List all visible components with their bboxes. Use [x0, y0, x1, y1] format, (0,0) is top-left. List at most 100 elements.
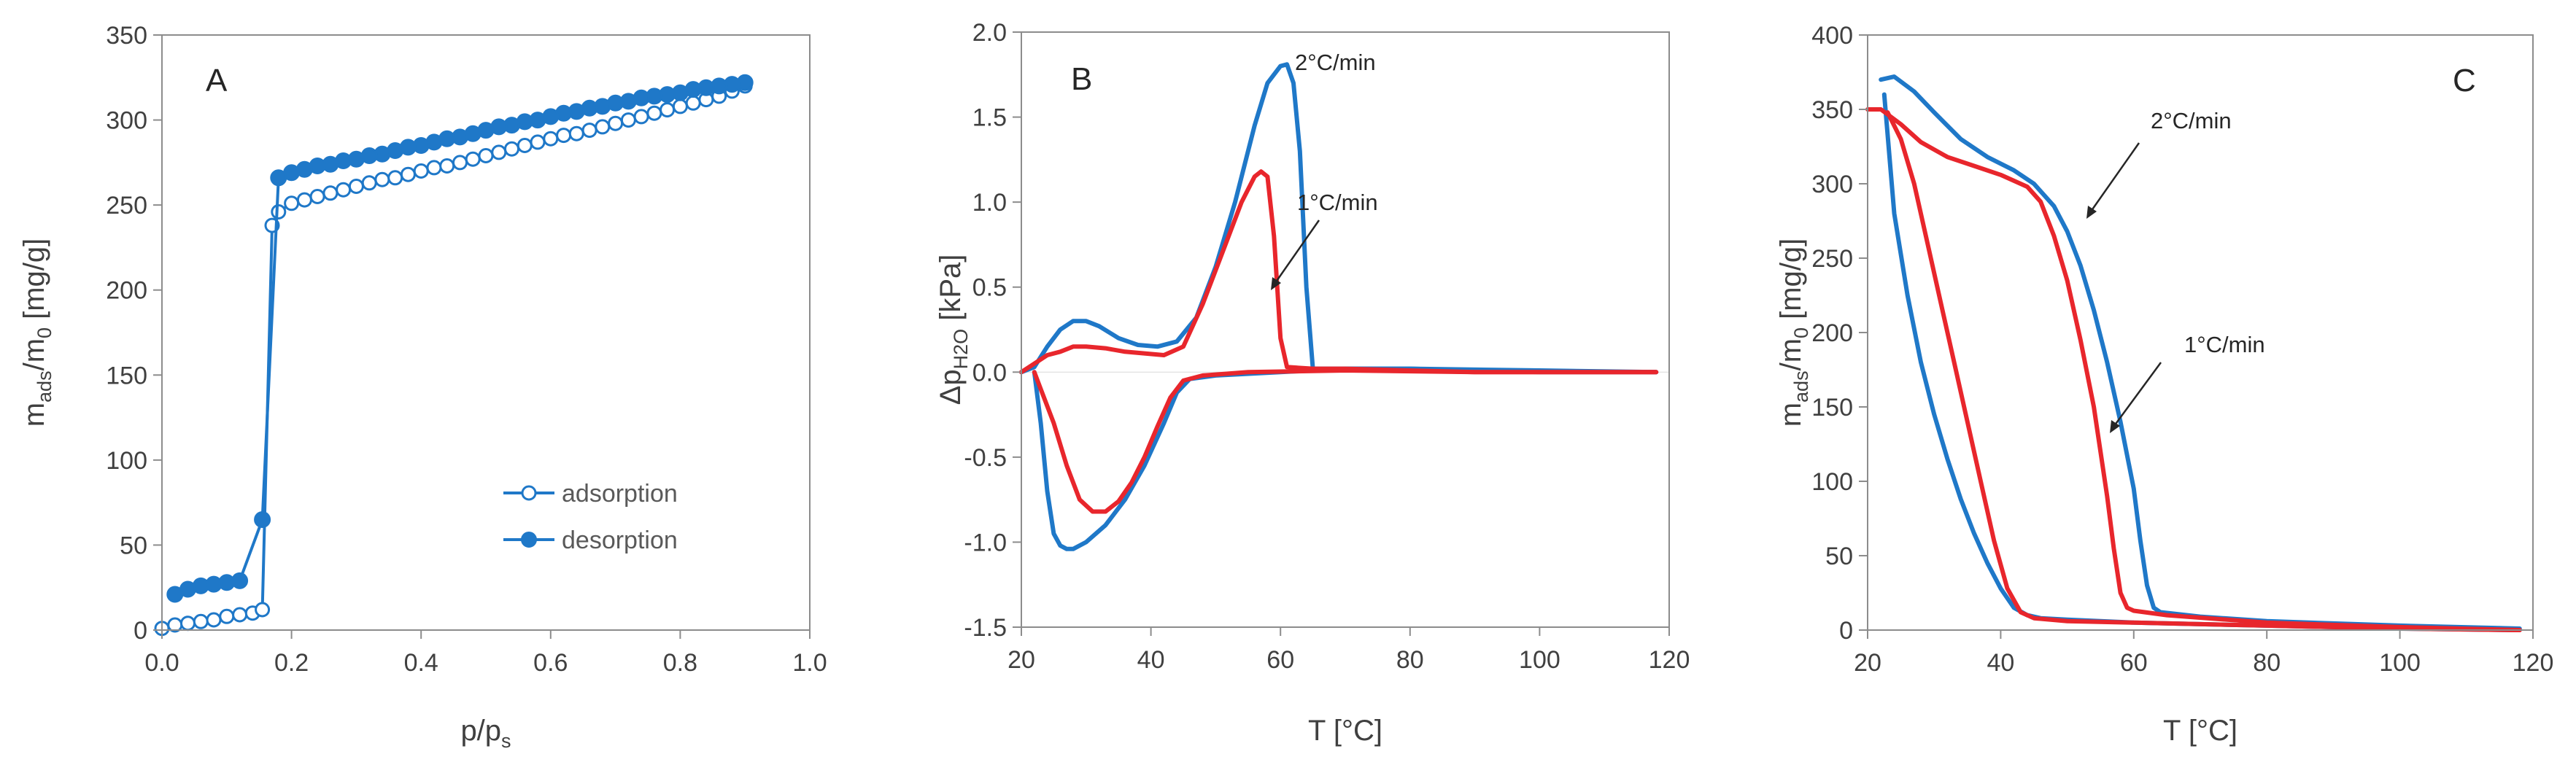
data-point-adsorption [361, 175, 377, 191]
x-tick-label: 120 [2513, 649, 2554, 677]
panel-c-arrowhead-2c [2086, 206, 2097, 219]
data-point-adsorption [387, 170, 403, 186]
y-tick-label: 50 [1825, 543, 1853, 570]
series-line-2-c-min [1019, 62, 1659, 375]
panel-c-y-title-tail: [mg/g] [1775, 238, 1807, 327]
data-point-adsorption [556, 128, 572, 144]
panel-b-y-title-tail: [kPa] [935, 255, 967, 329]
panel-b-y-ticks: -1.5 -1.0 -0.5 0.0 0.5 1.0 1.5 2.0 [964, 19, 1021, 642]
y-tick-label: 150 [1811, 394, 1853, 422]
x-tick-label: 1.0 [792, 649, 827, 677]
x-tick-label: 100 [2379, 649, 2421, 677]
panel-a-y-title-tail: [mg/g] [18, 238, 50, 327]
data-point-desorption [254, 511, 271, 528]
x-tick-label: 0.8 [663, 649, 697, 677]
panel-c-x-ticks: 20 40 60 80 100 120 [1854, 630, 2553, 677]
data-point-adsorption [348, 179, 364, 194]
panel-b-y-axis-title: ΔpH2O [kPa] [935, 255, 972, 405]
legend-marker-adsorption [521, 485, 537, 501]
panel-a-y-ticks: 0 50 100 150 200 250 300 350 [106, 22, 162, 645]
x-tick-label: 0.0 [144, 649, 179, 677]
data-point-adsorption [504, 141, 519, 157]
y-tick-label: 0 [134, 617, 147, 645]
y-tick-label: 250 [106, 192, 147, 220]
y-tick-label: 350 [106, 22, 147, 50]
data-point-adsorption [309, 189, 325, 204]
data-point-adsorption [219, 608, 235, 624]
panel-a-label: A [206, 63, 228, 98]
y-tick-label: 350 [1811, 96, 1853, 124]
y-tick-label: -1.5 [964, 614, 1007, 642]
legend-marker-desorption [521, 532, 537, 548]
panel-b-y-title-main: Δp [935, 369, 967, 405]
panel-a-y-axis-title: mads/m0 [mg/g] [18, 238, 55, 427]
legend-label-adsorption: adsorption [562, 480, 678, 508]
panel-b-label: B [1071, 61, 1092, 97]
series-line-1-c-min-cooling [1032, 368, 1659, 514]
data-point-adsorption [517, 138, 533, 153]
data-point-adsorption [465, 151, 481, 167]
data-point-adsorption [452, 155, 468, 171]
panel-b-series-layer [1019, 62, 1669, 551]
y-tick-label: 1.0 [972, 189, 1007, 217]
x-tick-label: 80 [1396, 646, 1424, 674]
data-point-adsorption [193, 613, 209, 629]
y-tick-label: 50 [120, 532, 147, 559]
data-point-adsorption [633, 109, 649, 125]
panel-b-annotation-1c: 1°C/min [1297, 190, 1378, 215]
x-tick-label: 120 [1649, 646, 1690, 674]
panel-c-y-axis-title: mads/m0 [mg/g] [1775, 238, 1812, 427]
x-tick-label: 0.2 [274, 649, 309, 677]
panel-b-annotation-2c: 2°C/min [1295, 50, 1376, 75]
x-tick-label: 40 [1137, 646, 1165, 674]
panel-c-series-layer [1865, 74, 2522, 632]
panel-c-x-axis-title: T [°C] [2163, 715, 2237, 747]
data-point-adsorption [322, 185, 339, 201]
data-point-adsorption [568, 125, 584, 141]
y-tick-label: 250 [1811, 245, 1853, 273]
series-line-2-c-min-cooling [1881, 92, 2522, 632]
panel-a-x-title-main: p/p [460, 715, 501, 747]
data-point-adsorption [284, 195, 300, 211]
data-point-adsorption [608, 115, 624, 131]
data-point-adsorption [581, 123, 597, 139]
x-tick-label: 80 [2253, 649, 2281, 677]
panel-c-annotation-2c: 2°C/min [2151, 108, 2232, 133]
y-tick-label: 400 [1811, 22, 1853, 50]
panel-b-x-axis-title: T [°C] [1308, 715, 1382, 747]
data-point-adsorption [595, 119, 611, 135]
series-line-1-c-min-cooling [1885, 110, 2522, 632]
data-point-adsorption [439, 158, 455, 174]
data-point-adsorption [620, 112, 636, 128]
data-point-adsorption [336, 182, 352, 198]
x-tick-label: 60 [1266, 646, 1294, 674]
data-point-adsorption [400, 166, 416, 182]
series-line-2-c-min-cooling [1032, 366, 1659, 551]
y-tick-label: 200 [106, 277, 147, 305]
x-tick-label: 60 [2120, 649, 2148, 677]
y-tick-label: 2.0 [972, 19, 1007, 47]
data-point-adsorption [672, 98, 688, 114]
data-point-adsorption [660, 102, 676, 118]
x-tick-label: 20 [1007, 646, 1035, 674]
y-tick-label: 100 [1811, 468, 1853, 496]
panel-a-legend: adsorption desorption [503, 480, 678, 554]
y-tick-label: 0 [1839, 617, 1853, 645]
panel-a-y-title-sub2: 0 [34, 327, 55, 338]
data-point-desorption [166, 586, 184, 603]
y-tick-label: 1.5 [972, 104, 1007, 132]
panel-b-y-title-sub: H2O [950, 329, 972, 370]
panel-b-arrow-1c [1274, 220, 1320, 284]
data-point-adsorption [685, 95, 701, 111]
data-point-adsorption [296, 192, 312, 208]
panel-c-arrow-2c [2089, 142, 2140, 212]
panel-b-x-ticks: 20 40 60 80 100 120 [1007, 627, 1690, 674]
y-tick-label: -1.0 [964, 529, 1007, 556]
series-line-1-c-min-heating [1865, 107, 2522, 632]
panel-c-y-title-main: m [1775, 403, 1807, 427]
data-point-desorption [270, 169, 287, 187]
panel-b-arrowhead-1c [1271, 277, 1281, 290]
panel-b-pressure-difference: -1.5 -1.0 -0.5 0.0 0.5 1.0 1.5 2.0 20 40 60 80 100 1… [935, 19, 1690, 747]
